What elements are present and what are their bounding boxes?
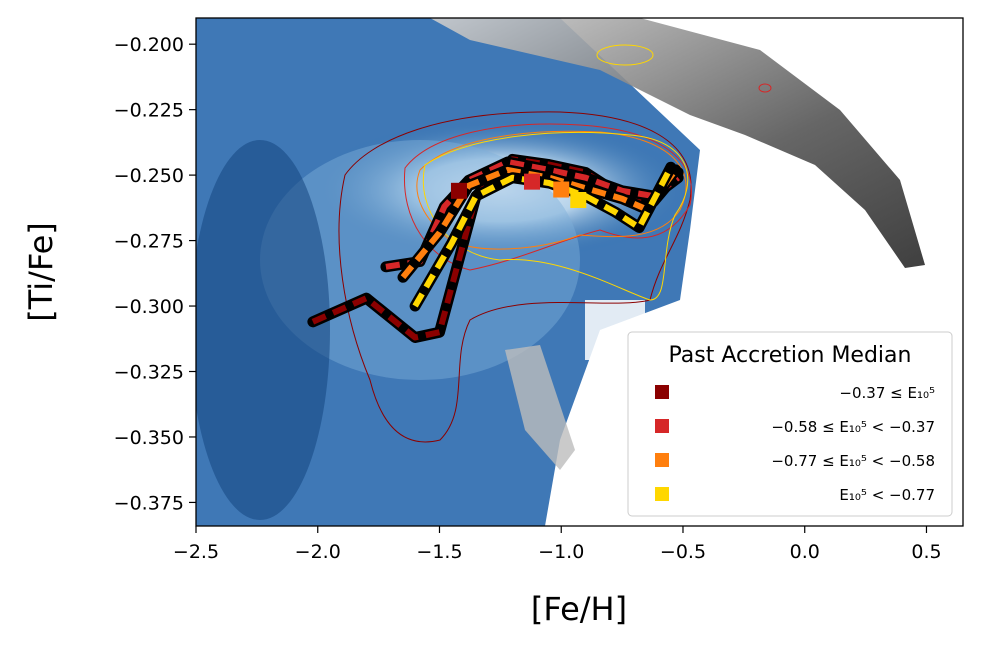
x-tick-label: 0.5 (911, 541, 941, 563)
density-histogram (196, 18, 963, 526)
x-tick-label: −2.5 (173, 541, 219, 563)
legend-title: Past Accretion Median (669, 343, 912, 368)
x-tick-label: −1.5 (416, 541, 462, 563)
legend-entries: −0.37 ≤ E₁₀⁵ −0.58 ≤ E₁₀⁵ < −0.37 −0.77 ≤ … (655, 384, 935, 504)
y-axis: −0.200 −0.225 −0.250 −0.275 −0.300 −0.325 −0.3… (114, 34, 196, 514)
density-grey-band (430, 18, 925, 268)
legend-swatch-1 (655, 419, 669, 433)
contour-gold-top (596, 44, 654, 66)
legend-swatch-2 (655, 453, 669, 467)
median-marker-2 (553, 181, 570, 198)
legend-label-0: −0.37 ≤ E₁₀⁵ (839, 384, 935, 402)
x-tick-label: 0.0 (790, 541, 820, 563)
y-tick-label: −0.225 (114, 100, 184, 122)
series-line-2 (400, 166, 679, 280)
series-layer (307, 153, 684, 343)
series-line-3 (412, 165, 674, 308)
legend-label-2: −0.77 ≤ E₁₀⁵ < −0.58 (771, 452, 935, 470)
median-marker-0 (450, 182, 467, 199)
y-tick-label: −0.275 (114, 231, 184, 253)
legend-label-3: E₁₀⁵ < −0.77 (839, 486, 935, 504)
contour-red-dot (758, 83, 772, 93)
legend-label-1: −0.58 ≤ E₁₀⁵ < −0.37 (771, 418, 935, 436)
legend: Past Accretion Median −0.37 ≤ E₁₀⁵ −0.58 … (627, 331, 953, 517)
y-tick-label: −0.325 (114, 362, 184, 384)
x-axis: −2.5 −2.0 −1.5 −1.0 −0.5 0.0 0.5 (173, 526, 942, 563)
x-tick-label: −0.5 (660, 541, 706, 563)
y-axis-label: [Ti/Fe] (22, 222, 60, 322)
y-tick-label: −0.300 (114, 296, 184, 318)
contour-darkred (338, 111, 692, 443)
contour-gold (422, 132, 689, 301)
density-blue-edge (196, 140, 330, 520)
y-tick-label: −0.375 (114, 492, 184, 514)
y-tick-label: −0.350 (114, 427, 184, 449)
x-tick-label: −1.0 (538, 541, 584, 563)
median-marker-1 (524, 173, 541, 190)
density-grey-plume (505, 345, 575, 470)
y-tick-label: −0.250 (114, 165, 184, 187)
legend-box (627, 331, 953, 517)
x-tick-label: −2.0 (295, 541, 341, 563)
plot-frame (195, 17, 964, 527)
median-marker-3 (570, 191, 587, 208)
legend-swatch-0 (655, 385, 669, 399)
y-tick-label: −0.200 (114, 34, 184, 56)
x-axis-label: [Fe/H] (531, 590, 627, 628)
legend-swatch-3 (655, 487, 669, 501)
